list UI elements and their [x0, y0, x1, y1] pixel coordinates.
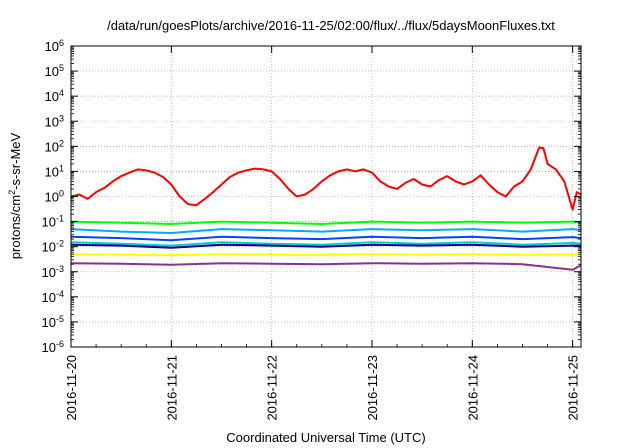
- y-tick-label: 106: [45, 38, 64, 54]
- y-tick-exponent: -5: [56, 314, 64, 324]
- y-tick-base: 10: [42, 265, 56, 280]
- y-tick-exponent: -3: [56, 264, 64, 274]
- y-tick-label: 10-2: [42, 239, 64, 255]
- y-axis-title-sup: 2: [7, 190, 17, 195]
- y-tick-label: 105: [45, 63, 64, 79]
- y-tick-exponent: -4: [56, 289, 64, 299]
- y-tick-exponent: -1: [56, 214, 64, 224]
- y-axis: 10-610-510-410-310-210-11001011021031041…: [42, 38, 581, 355]
- y-tick-base: 10: [42, 240, 56, 255]
- x-tick-label: 2016-11-22: [265, 355, 280, 421]
- series-line-3: [70, 228, 582, 234]
- y-tick-exponent: -6: [56, 339, 64, 349]
- y-tick-label: 102: [45, 138, 64, 154]
- y-tick-label: 10-5: [42, 314, 64, 330]
- series-line-6: [70, 243, 581, 249]
- y-tick-label: 10-4: [42, 289, 64, 305]
- y-tick-exponent: -2: [56, 239, 64, 249]
- x-tick-label: 2016-11-20: [64, 355, 79, 421]
- y-tick-label: 103: [45, 113, 64, 129]
- series-line-2: [70, 220, 582, 225]
- y-tick-label: 101: [45, 163, 64, 179]
- series-line-7: [70, 253, 582, 257]
- series-line-8: [70, 262, 582, 271]
- y-tick-base: 10: [42, 315, 56, 330]
- y-tick-exponent: 4: [59, 88, 64, 98]
- y-axis-title-suffix: -s-sr-MeV: [8, 132, 23, 189]
- x-tick-label: 2016-11-23: [365, 355, 380, 421]
- y-tick-base: 10: [45, 114, 59, 129]
- x-tick-label: 2016-11-25: [566, 355, 581, 421]
- chart-title: /data/run/goesPlots/archive/2016-11-25/0…: [107, 18, 555, 33]
- y-tick-base: 10: [45, 89, 59, 104]
- y-tick-label: 10-3: [42, 264, 64, 280]
- series-line-1: [70, 146, 582, 211]
- y-tick-label: 100: [45, 189, 64, 205]
- x-tick-label: 2016-11-24: [465, 355, 480, 421]
- y-tick-base: 10: [45, 39, 59, 54]
- y-tick-base: 10: [45, 64, 59, 79]
- y-tick-exponent: 3: [59, 113, 64, 123]
- y-tick-base: 10: [45, 139, 59, 154]
- y-tick-exponent: 2: [59, 138, 64, 148]
- y-tick-exponent: 5: [59, 63, 64, 73]
- y-tick-label: 10-1: [42, 214, 64, 230]
- y-tick-label: 10-6: [42, 339, 64, 355]
- y-axis-title: protons/cm2-s-sr-MeV: [7, 132, 23, 259]
- y-tick-exponent: 6: [59, 38, 64, 48]
- x-axis-title: Coordinated Universal Time (UTC): [226, 430, 425, 445]
- series-line-5: [70, 241, 582, 247]
- x-axis: 2016-11-20 2016-11-21 2016-11-22 2016-11-23…: [64, 46, 581, 421]
- y-tick-base: 10: [42, 290, 56, 305]
- y-axis-title-prefix: protons/cm: [8, 195, 23, 259]
- x-tick-label: 2016-11-21: [164, 355, 179, 421]
- y-tick-label: 104: [45, 88, 64, 104]
- y-tick-base: 10: [42, 215, 56, 230]
- y-tick-base: 10: [42, 340, 56, 355]
- series-line-4: [70, 235, 582, 242]
- y-tick-base: 10: [45, 164, 59, 179]
- series-layer: [70, 146, 582, 271]
- y-tick-exponent: 1: [59, 163, 64, 173]
- y-tick-base: 10: [45, 190, 59, 205]
- y-tick-exponent: 0: [59, 189, 64, 199]
